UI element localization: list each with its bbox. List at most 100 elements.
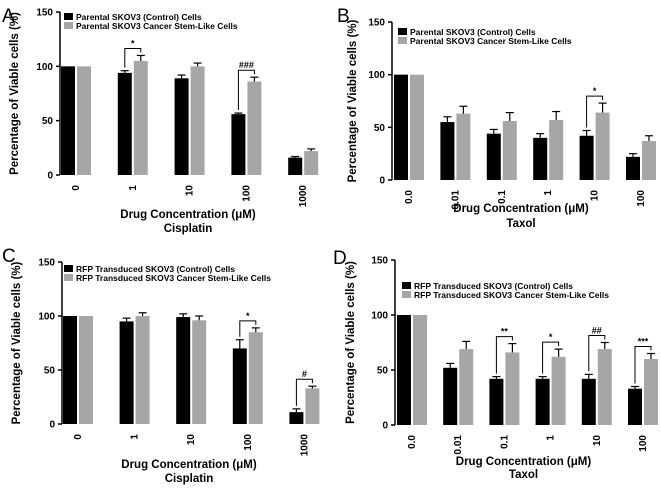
significance-bracket [542,341,560,374]
x-axis-title: Drug Concentration (μM) [456,456,592,468]
significance-label: # [302,369,307,379]
chart-panel-b: B 0 50 100 150 Percentage of Viable cells (%)… [337,6,656,230]
panel-letter: B [337,6,350,27]
y-tick-label: 100 [368,70,385,81]
legend-swatch [402,282,411,289]
legend-label: Parental SKOV3 Cancer Stem-Like Cells [76,21,238,31]
bar-stem-like [597,349,612,425]
bar-stem-like [305,388,320,424]
x-tick-label: 0 [73,434,84,440]
x-tick-label: 0.0 [404,190,415,204]
significance-bracket [634,346,652,384]
legend-swatch [398,28,407,35]
bar-control [626,156,640,180]
legend-label: RFP Transduced SKOV3 Cancer Stem-Like Ce… [414,290,609,300]
x-tick-label: 10 [590,190,601,202]
bar-stem-like [644,359,658,425]
x-axis-title: Drug Concentration (μM) [453,203,589,215]
legend-label: Parental SKOV3 (Control) Cells [76,12,202,22]
y-axis-title: Percentage of Viable cells (%) [11,261,23,424]
y-tick-label: 100 [36,62,53,73]
bar-stem-like [133,60,148,175]
x-axis-title: Drug Concentration (μM) [121,459,257,471]
bar-stem-like [642,141,656,180]
x-tick-label: 100 [638,435,649,452]
legend-swatch [64,274,73,281]
x-axis-title: Drug Concentration (μM) [120,209,256,221]
y-tick-label: 100 [371,311,388,322]
significance-bracket [237,69,255,111]
chart-panel-d: D 0 50 100 150 Percentage of Viable cells (%)… [333,248,658,481]
bar-control [535,378,550,425]
x-tick-label: 100 [243,434,254,451]
bar-control [443,367,458,425]
x-tick-label: 1000 [299,434,310,457]
bar-stem-like [413,315,427,425]
legend-swatch [64,13,73,20]
significance-bracket [495,336,513,374]
bar-stem-like [190,66,205,175]
bar-stem-like [551,356,566,425]
y-tick-label: 0 [379,176,385,187]
x-tick-label: 0.1 [499,435,510,449]
x-tick-label: 0.01 [453,435,464,455]
significance-label: * [246,311,250,321]
drug-name: Taxol [509,469,538,481]
legend-label: RFP Transduced SKOV3 (Control) Cells [414,281,573,291]
bar-stem-like [595,112,610,180]
bar-control [117,72,132,175]
legend-swatch [402,291,411,298]
y-tick-label: 0 [382,421,388,432]
bar-control [174,78,189,175]
y-tick-label: 150 [38,258,55,269]
significance-label: *** [638,337,649,347]
panel-letter: D [333,248,347,269]
legend-label: Parental SKOV3 Cancer Stem-Like Cells [410,36,572,46]
bar-control [579,135,594,180]
y-axis-title: Percentage of Viable cells (%) [345,261,357,424]
x-tick-label: 0 [71,185,82,191]
x-tick-label: 1 [543,190,554,196]
significance-bracket [588,335,606,372]
x-tick-label: 100 [636,190,647,207]
bar-control [394,74,408,180]
bar-stem-like [248,332,263,424]
bar-stem-like [459,349,474,425]
y-axis-title: Percentage of Viable cells (%) [347,19,359,182]
bar-control [628,388,642,425]
bar-stem-like [79,316,93,424]
y-axis-title: Percentage of Viable cells (%) [9,12,21,175]
bar-stem-like [456,113,471,180]
panel-letter: A [2,6,15,27]
significance-label: ### [239,60,254,70]
drug-name: Cisplatin [165,473,214,485]
bar-control [232,348,247,424]
bar-stem-like [549,119,564,180]
bar-control [440,122,455,180]
y-tick-label: 0 [47,171,53,182]
significance-label: ** [501,327,509,337]
significance-bracket [295,378,313,406]
bar-control [489,378,504,425]
legend-swatch [64,22,73,29]
x-tick-label: 1 [546,435,557,441]
legend-swatch [64,265,73,272]
y-tick-label: 150 [36,8,53,19]
significance-label: * [593,86,597,96]
bar-control [61,66,75,175]
y-tick-label: 150 [371,256,388,267]
significance-label: ## [592,326,602,336]
x-tick-label: 10 [186,434,197,446]
y-tick-label: 50 [374,123,386,134]
drug-name: Taxol [506,218,535,230]
bar-stem-like [304,151,319,175]
bar-control [486,133,501,180]
bar-control [119,321,134,424]
significance-bracket [239,320,257,337]
bar-control [397,315,411,425]
x-tick-label: 1000 [298,185,309,208]
panel-letter: C [2,246,16,267]
